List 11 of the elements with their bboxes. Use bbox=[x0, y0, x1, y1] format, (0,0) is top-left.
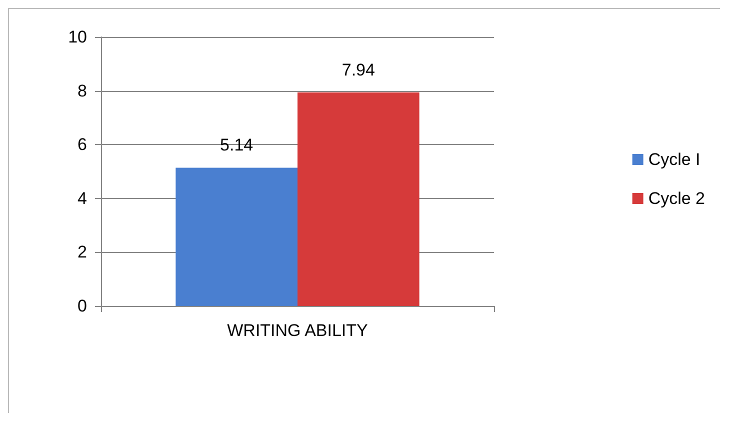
data-label: 7.94 bbox=[342, 60, 375, 80]
y-tick-label: 6 bbox=[78, 135, 87, 154]
y-tick-label: 8 bbox=[78, 81, 87, 100]
y-tick-label: 2 bbox=[78, 242, 87, 262]
x-tick-label: WRITING ABILITY bbox=[227, 321, 368, 340]
y-tick-label: 0 bbox=[78, 296, 87, 316]
legend-label: Cycle 2 bbox=[648, 189, 705, 208]
data-label: 5.14 bbox=[220, 136, 254, 155]
y-tick-label: 4 bbox=[78, 188, 87, 208]
y-tick-label: 10 bbox=[68, 28, 87, 46]
legend-label: Cycle I bbox=[648, 150, 700, 169]
